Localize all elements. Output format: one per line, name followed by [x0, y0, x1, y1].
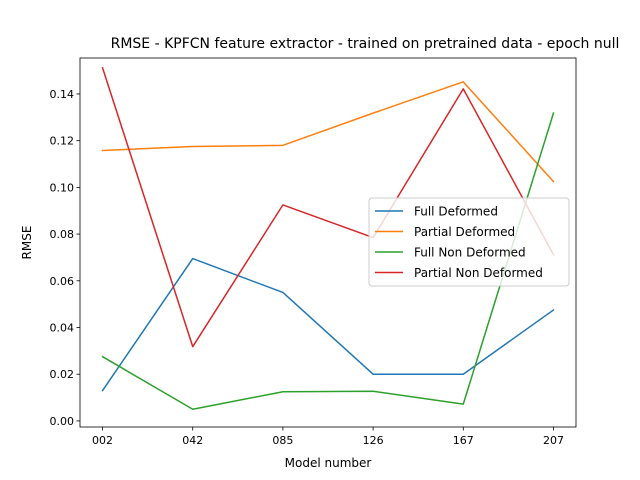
y-tick-label: 0.10	[50, 181, 75, 194]
x-tick-label: 207	[543, 434, 564, 447]
y-tick-label: 0.04	[50, 322, 75, 335]
y-tick-label: 0.06	[50, 275, 75, 288]
x-axis-title: Model number	[285, 456, 372, 470]
series-line-partial-deformed	[101, 81, 555, 183]
x-tick-label: 126	[363, 434, 384, 447]
y-tick-label: 0.14	[50, 88, 75, 101]
chart-title: RMSE - KPFCN feature extractor - trained…	[111, 36, 620, 52]
x-tick-label: 042	[182, 434, 203, 447]
y-tick-label: 0.12	[50, 135, 75, 148]
y-axis-title: RMSE	[20, 226, 34, 260]
x-tick-label: 167	[453, 434, 474, 447]
legend-label: Full Deformed	[414, 205, 498, 219]
x-tick-label: 085	[272, 434, 293, 447]
plot-frame	[79, 57, 577, 428]
series-line-partial-non-deformed	[101, 66, 555, 348]
legend-label: Partial Non Deformed	[414, 266, 543, 280]
series-line-full-deformed	[101, 257, 555, 392]
series-line-full-non-deformed	[101, 112, 555, 410]
y-tick-label: 0.08	[50, 228, 75, 241]
legend-box	[368, 197, 570, 287]
legend-label: Full Non Deformed	[414, 246, 526, 260]
legend-label: Partial Deformed	[414, 225, 515, 239]
y-tick-label: 0.02	[50, 368, 75, 381]
x-tick-label: 002	[92, 434, 113, 447]
y-tick-label: 0.00	[50, 415, 75, 428]
